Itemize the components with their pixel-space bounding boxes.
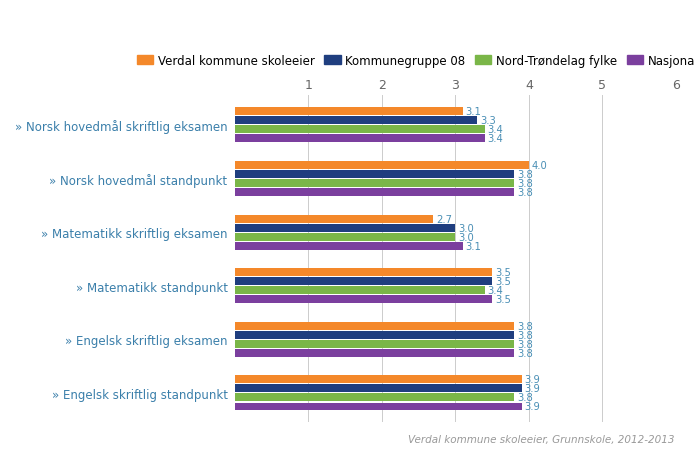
Bar: [235, 269, 492, 276]
Bar: [235, 170, 514, 179]
Text: 3.5: 3.5: [495, 267, 511, 277]
Text: 3.0: 3.0: [458, 232, 474, 242]
Text: 3.8: 3.8: [517, 188, 533, 198]
Bar: [235, 322, 514, 330]
Bar: [235, 189, 514, 197]
Bar: [235, 340, 514, 348]
Bar: [235, 233, 455, 241]
Bar: [235, 135, 484, 143]
Bar: [235, 403, 521, 410]
Legend: Verdal kommune skoleeier, Kommunegruppe 08, Nord-Trøndelag fylke, Nasjonalt: Verdal kommune skoleeier, Kommunegruppe …: [132, 50, 695, 72]
Text: 3.9: 3.9: [525, 384, 540, 394]
Text: 3.4: 3.4: [488, 285, 503, 295]
Bar: [235, 385, 521, 392]
Bar: [235, 224, 455, 232]
Bar: [235, 349, 514, 357]
Text: 3.4: 3.4: [488, 134, 503, 144]
Text: 3.5: 3.5: [495, 276, 511, 286]
Text: 4.0: 4.0: [532, 161, 548, 170]
Text: 3.1: 3.1: [466, 241, 482, 251]
Bar: [235, 179, 514, 188]
Text: 3.9: 3.9: [525, 375, 540, 385]
Text: Verdal kommune skoleeier, Grunnskole, 2012-2013: Verdal kommune skoleeier, Grunnskole, 20…: [408, 434, 674, 444]
Text: 3.8: 3.8: [517, 339, 533, 349]
Text: 3.8: 3.8: [517, 393, 533, 403]
Text: 3.8: 3.8: [517, 170, 533, 179]
Bar: [235, 126, 484, 134]
Bar: [235, 242, 463, 250]
Bar: [235, 331, 514, 339]
Text: 3.0: 3.0: [458, 223, 474, 233]
Text: 3.8: 3.8: [517, 179, 533, 189]
Text: 3.4: 3.4: [488, 125, 503, 135]
Text: 3.8: 3.8: [517, 348, 533, 358]
Bar: [235, 117, 477, 125]
Text: 3.8: 3.8: [517, 321, 533, 331]
Bar: [235, 161, 529, 170]
Text: 3.1: 3.1: [466, 107, 482, 117]
Text: 3.9: 3.9: [525, 401, 540, 412]
Bar: [235, 215, 433, 223]
Text: 3.8: 3.8: [517, 330, 533, 340]
Bar: [235, 296, 492, 304]
Bar: [235, 278, 492, 285]
Bar: [235, 108, 463, 116]
Bar: [235, 287, 484, 295]
Text: 3.5: 3.5: [495, 295, 511, 304]
Text: 3.3: 3.3: [480, 116, 496, 126]
Bar: [235, 394, 514, 401]
Text: 2.7: 2.7: [436, 214, 452, 224]
Bar: [235, 376, 521, 383]
